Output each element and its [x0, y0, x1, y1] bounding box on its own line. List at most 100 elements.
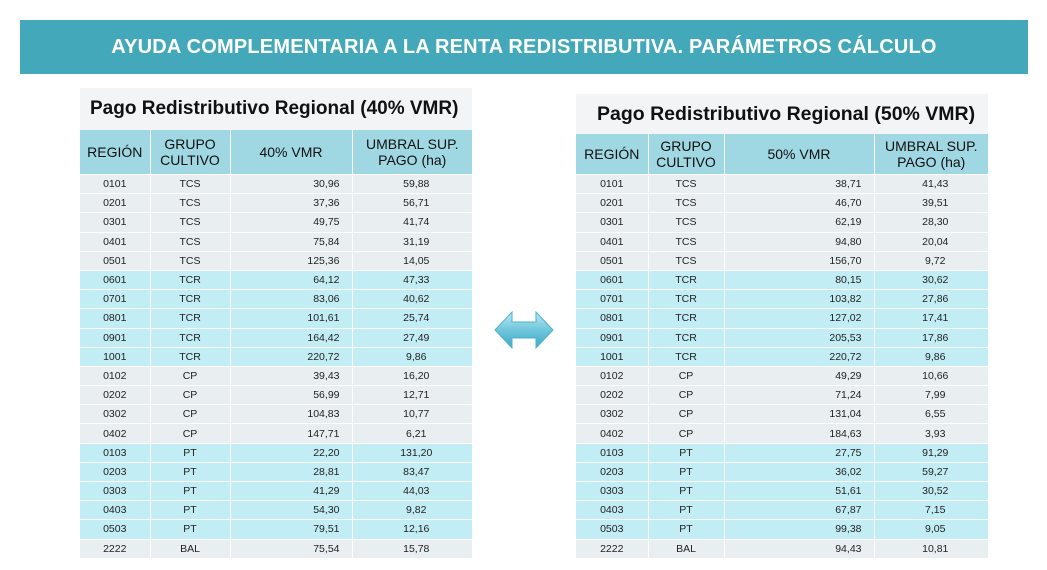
- table-row: 0303 PT 41,29 44,03: [80, 480, 472, 501]
- table-row: 0403 PT 54,30 9,82: [80, 500, 472, 520]
- table-50-vmr: REGIÓN GRUPO CULTIVO 50% VMR UMBRAL SUP.…: [576, 134, 988, 558]
- cell-umbral: 27,49: [352, 327, 472, 348]
- table-row: 0302 CP 131,04 6,55: [576, 404, 988, 424]
- table-row: 0202 CP 56,99 12,71: [80, 385, 472, 405]
- cell-umbral: 9,86: [874, 346, 988, 367]
- table-row: 0101 TCS 38,71 41,43: [576, 173, 988, 194]
- table-row: 0302 CP 104,83 10,77: [80, 404, 472, 424]
- cell-grupo: TCR: [648, 269, 725, 290]
- cell-region: 0302: [576, 404, 649, 424]
- table-row: 0203 PT 28,81 83,47: [80, 461, 472, 482]
- cell-region: 0403: [80, 500, 151, 520]
- cell-region: 0701: [80, 289, 151, 309]
- table-40-vmr: REGIÓN GRUPO CULTIVO 40% VMR UMBRAL SUP.…: [80, 130, 472, 558]
- cell-grupo: TCS: [150, 231, 231, 252]
- cell-region: 0801: [80, 308, 151, 328]
- cell-umbral: 3,93: [874, 423, 988, 444]
- table-row: 0101 TCS 30,96 59,88: [80, 173, 472, 194]
- cell-grupo: BAL: [648, 538, 725, 558]
- cell-grupo: PT: [648, 500, 725, 520]
- cell-umbral: 59,27: [874, 461, 988, 482]
- cell-region: 0102: [80, 365, 151, 386]
- cell-vmr: 75,54: [230, 538, 353, 558]
- cell-region: 0501: [80, 250, 151, 271]
- cell-region: 1001: [576, 346, 649, 367]
- cell-grupo: PT: [150, 461, 231, 482]
- cell-region: 0503: [80, 519, 151, 540]
- cell-umbral: 25,74: [352, 308, 472, 328]
- table-row: 0301 TCS 62,19 28,30: [576, 212, 988, 233]
- table-row: 0301 TCS 49,75 41,74: [80, 212, 472, 233]
- cell-grupo: CP: [150, 423, 231, 444]
- table-row: 0901 TCR 205,53 17,86: [576, 327, 988, 348]
- cell-vmr: 51,61: [724, 480, 875, 501]
- cell-vmr: 22,20: [230, 442, 353, 463]
- cell-grupo: TCR: [150, 346, 231, 367]
- cell-region: 0203: [576, 461, 649, 482]
- cell-region: 0301: [80, 212, 151, 233]
- cell-umbral: 44,03: [352, 480, 472, 501]
- cell-grupo: TCS: [150, 173, 231, 194]
- cell-vmr: 36,02: [724, 461, 875, 482]
- cell-region: 0101: [576, 173, 649, 194]
- table-panel-40: Pago Redistributivo Regional (40% VMR) R…: [80, 88, 472, 558]
- cell-umbral: 14,05: [352, 250, 472, 271]
- cell-grupo: TCS: [150, 193, 231, 213]
- cell-vmr: 79,51: [230, 519, 353, 540]
- cell-umbral: 9,05: [874, 519, 988, 540]
- table-row: 0401 TCS 75,84 31,19: [80, 231, 472, 252]
- cell-grupo: TCR: [648, 289, 725, 309]
- cell-region: 0203: [80, 461, 151, 482]
- cell-grupo: PT: [648, 442, 725, 463]
- column-header-vmr: 40% VMR: [230, 130, 353, 175]
- cell-grupo: TCR: [150, 269, 231, 290]
- table-row: 0601 TCR 80,15 30,62: [576, 269, 988, 290]
- cell-umbral: 47,33: [352, 269, 472, 290]
- cell-grupo: CP: [648, 385, 725, 405]
- table-row: 0103 PT 22,20 131,20: [80, 442, 472, 463]
- table-row: 0203 PT 36,02 59,27: [576, 461, 988, 482]
- cell-region: 0202: [576, 385, 649, 405]
- table-row: 0801 TCR 127,02 17,41: [576, 308, 988, 328]
- table-row: 0103 PT 27,75 91,29: [576, 442, 988, 463]
- cell-grupo: CP: [648, 423, 725, 444]
- table-row: 0503 PT 99,38 9,05: [576, 519, 988, 540]
- cell-vmr: 38,71: [724, 173, 875, 194]
- table-row: 0901 TCR 164,42 27,49: [80, 327, 472, 348]
- cell-vmr: 71,24: [724, 385, 875, 405]
- column-header-grupo: GRUPO CULTIVO: [150, 130, 231, 175]
- cell-region: 2222: [80, 538, 151, 558]
- cell-grupo: TCS: [648, 231, 725, 252]
- cell-umbral: 10,66: [874, 365, 988, 386]
- cell-umbral: 131,20: [352, 442, 472, 463]
- double-headed-arrow-icon: [494, 310, 554, 350]
- cell-vmr: 103,82: [724, 289, 875, 309]
- cell-region: 0302: [80, 404, 151, 424]
- cell-region: 0402: [576, 423, 649, 444]
- cell-region: 0503: [576, 519, 649, 540]
- cell-region: 0501: [576, 250, 649, 271]
- cell-vmr: 30,96: [230, 173, 353, 194]
- table-row: 0201 TCS 46,70 39,51: [576, 193, 988, 213]
- cell-region: 0301: [576, 212, 649, 233]
- cell-umbral: 6,21: [352, 423, 472, 444]
- cell-grupo: TCR: [648, 327, 725, 348]
- cell-umbral: 12,16: [352, 519, 472, 540]
- cell-grupo: PT: [150, 480, 231, 501]
- table-row: 0701 TCR 103,82 27,86: [576, 289, 988, 309]
- cell-vmr: 64,12: [230, 269, 353, 290]
- table-header-row: REGIÓN GRUPO CULTIVO 50% VMR UMBRAL SUP.…: [576, 134, 988, 175]
- column-header-region: REGIÓN: [80, 130, 151, 175]
- table-row: 0501 TCS 156,70 9,72: [576, 250, 988, 271]
- cell-vmr: 41,29: [230, 480, 353, 501]
- cell-umbral: 7,15: [874, 500, 988, 520]
- cell-umbral: 6,55: [874, 404, 988, 424]
- cell-umbral: 28,30: [874, 212, 988, 233]
- table-row: 0402 CP 184,63 3,93: [576, 423, 988, 444]
- cell-region: 0101: [80, 173, 151, 194]
- cell-grupo: TCR: [648, 308, 725, 328]
- cell-umbral: 17,86: [874, 327, 988, 348]
- cell-vmr: 147,71: [230, 423, 353, 444]
- cell-grupo: CP: [150, 365, 231, 386]
- cell-region: 0103: [576, 442, 649, 463]
